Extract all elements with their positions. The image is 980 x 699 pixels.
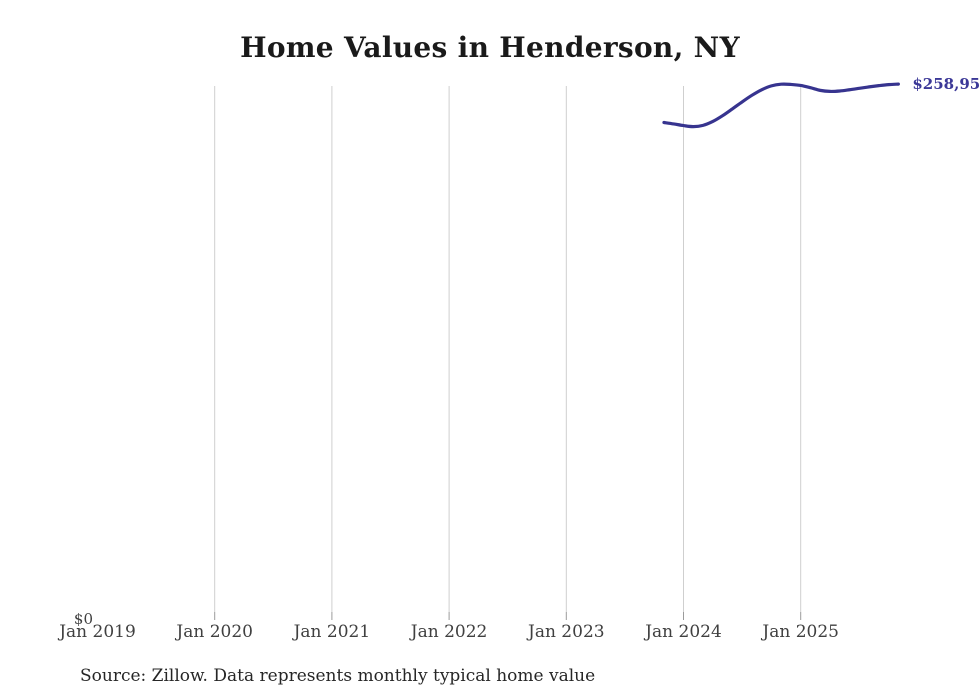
x-tick-label: Jan 2021 [293,622,371,642]
x-tick-label: Jan 2020 [176,622,253,642]
x-tick-label: Jan 2024 [645,622,722,642]
x-tick-label: Jan 2019 [59,622,136,642]
series-end-value-label: $258,953 [912,75,980,94]
home-value-line-series [662,82,900,129]
x-tick-label: Jan 2025 [762,622,839,642]
chart-title: Home Values in Henderson, NY [240,31,740,64]
x-tick-label: Jan 2022 [410,622,488,642]
y-tick-label-zero: $0 [73,610,93,628]
x-tick-label: Jan 2023 [528,622,605,642]
source-note: Source: Zillow. Data represents monthly … [80,666,596,686]
